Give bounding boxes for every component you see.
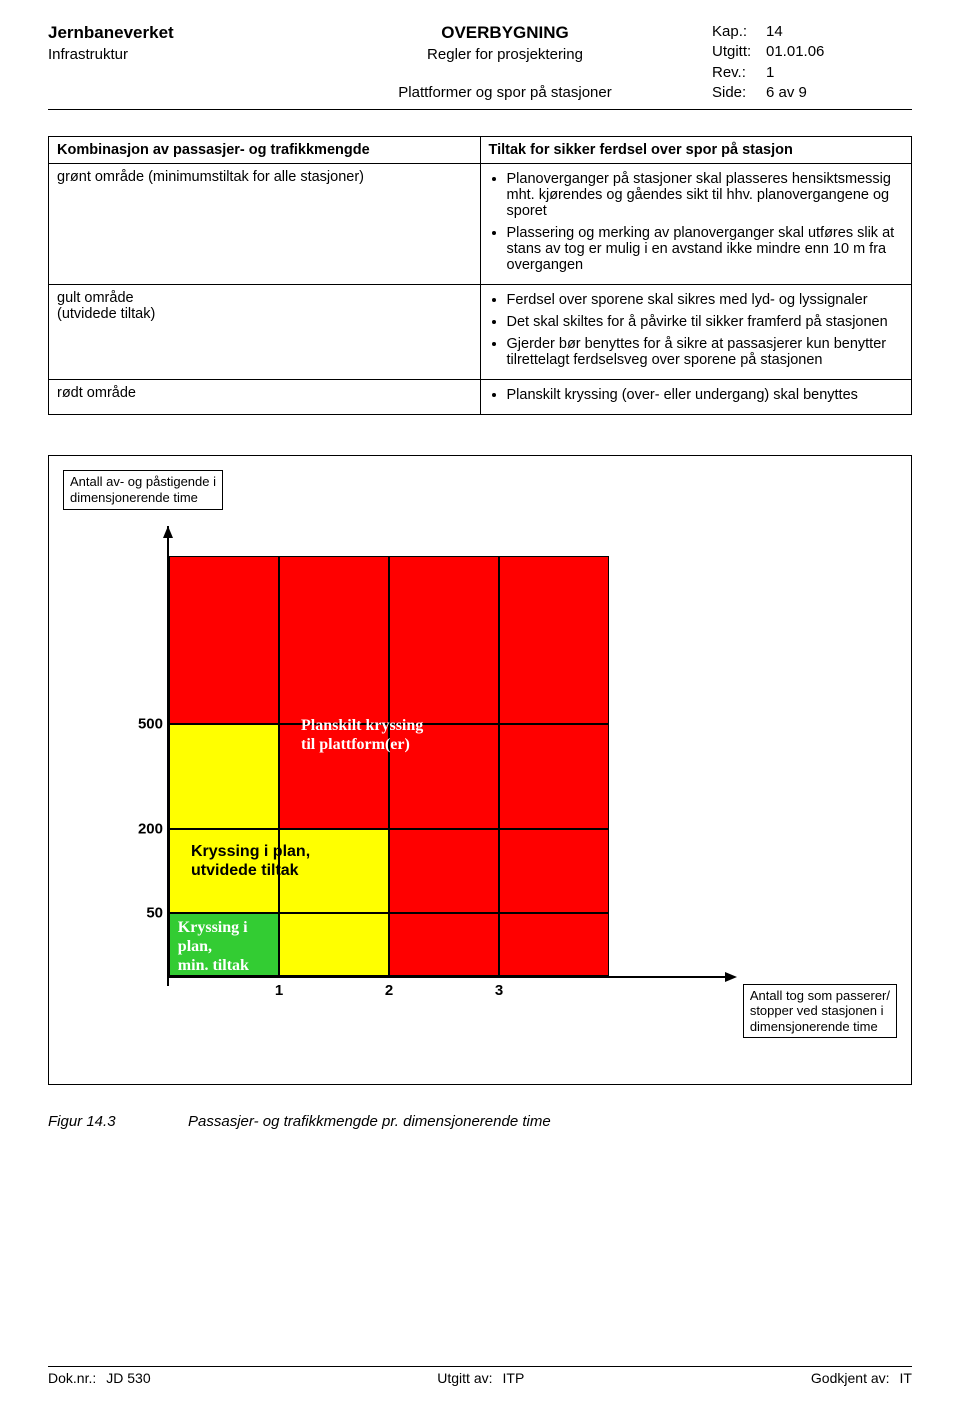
list-item: Gjerder bør benyttes for å sikre at pass…	[507, 336, 904, 368]
chart-ytick: 200	[113, 821, 169, 838]
list-item: Planskilt kryssing (over- eller undergan…	[507, 387, 904, 403]
figure-text: Passasjer- og trafikkmengde pr. dimensjo…	[188, 1113, 551, 1130]
header-rule	[48, 109, 912, 110]
table-row: grønt område (minimumstiltak for alle st…	[49, 164, 912, 285]
table-row: gult område (utvidede tiltak) Ferdsel ov…	[49, 285, 912, 380]
utgitt-value: 01.01.06	[766, 42, 824, 62]
row-label: grønt område (minimumstiltak for alle st…	[49, 164, 481, 285]
tiltak-table: Kombinasjon av passasjer- og trafikkmeng…	[48, 136, 912, 415]
doc-sub: Regler for prosjektering	[355, 45, 655, 65]
doc-title: OVERBYGNING	[355, 22, 655, 45]
godkjent-value: IT	[900, 1370, 912, 1386]
row-label: rødt område	[49, 380, 481, 415]
chart-cell	[279, 913, 389, 976]
chart-cell	[169, 556, 279, 724]
chart-cell	[169, 913, 279, 976]
table-head-left: Kombinasjon av passasjer- og trafikkmeng…	[49, 137, 481, 164]
row-items: Ferdsel over sporene skal sikres med lyd…	[480, 285, 912, 380]
chart-cell	[169, 724, 279, 829]
chart-cell	[499, 556, 609, 724]
chart-cell	[169, 829, 279, 913]
figure-caption: Figur 14.3 Passasjer- og trafikkmengde p…	[48, 1113, 912, 1130]
chart-cell	[279, 829, 389, 913]
futgitt-label: Utgitt av:	[437, 1370, 492, 1386]
page-header: Jernbaneverket Infrastruktur OVERBYGNING…	[48, 22, 912, 107]
doknr-label: Dok.nr.:	[48, 1370, 96, 1386]
futgitt-value: ITP	[503, 1370, 525, 1386]
table-head-right: Tiltak for sikker ferdsel over spor på s…	[480, 137, 912, 164]
row-items: Planskilt kryssing (over- eller undergan…	[480, 380, 912, 415]
chart-cell	[499, 724, 609, 829]
rev-label: Rev.:	[712, 63, 766, 83]
chart-y-title: Antall av- og påstigende i dimensjoneren…	[63, 470, 223, 509]
side-value: 6 av 9	[766, 83, 807, 103]
kap-label: Kap.:	[712, 22, 766, 42]
list-item: Ferdsel over sporene skal sikres med lyd…	[507, 292, 904, 308]
chart-area: 50020050123Planskilt kryssing til plattf…	[169, 556, 609, 976]
page-footer: Dok.nr.: JD 530 Utgitt av: ITP Godkjent av…	[48, 1366, 912, 1386]
godkjent-label: Godkjent av:	[811, 1370, 890, 1386]
chart-cell	[499, 913, 609, 976]
row-items: Planoverganger på stasjoner skal plasser…	[480, 164, 912, 285]
x-axis-arrowhead	[725, 972, 737, 982]
doknr-value: JD 530	[106, 1370, 150, 1386]
chart-cell	[389, 829, 499, 913]
chart-cell	[499, 829, 609, 913]
chart-cell	[279, 556, 389, 724]
chart-ytick: 50	[113, 905, 169, 922]
chart-cell	[389, 913, 499, 976]
org-title: Jernbaneverket	[48, 22, 298, 45]
chart-cell	[389, 556, 499, 724]
chart-xtick: 3	[479, 976, 519, 999]
utgitt-label: Utgitt:	[712, 42, 766, 62]
chart-ytick: 500	[113, 716, 169, 733]
chart-xtick: 1	[259, 976, 299, 999]
x-axis-line	[167, 976, 727, 978]
side-label: Side:	[712, 83, 766, 103]
list-item: Planoverganger på stasjoner skal plasser…	[507, 171, 904, 219]
chart-xtick: 2	[369, 976, 409, 999]
chart-cell	[389, 724, 499, 829]
kap-value: 14	[766, 22, 783, 42]
chart-cell	[279, 724, 389, 829]
table-row: rødt område Planskilt kryssing (over- el…	[49, 380, 912, 415]
rev-value: 1	[766, 63, 774, 83]
list-item: Plassering og merking av planoverganger …	[507, 225, 904, 273]
row-label: gult område (utvidede tiltak)	[49, 285, 481, 380]
figure-number: Figur 14.3	[48, 1113, 188, 1130]
org-sub: Infrastruktur	[48, 45, 298, 65]
chart-x-title: Antall tog som passerer/ stopper ved sta…	[743, 984, 897, 1039]
chart-frame: Antall av- og påstigende i dimensjoneren…	[48, 455, 912, 1085]
doc-sub2: Plattformer og spor på stasjoner	[355, 83, 655, 103]
y-axis-arrowhead	[163, 526, 173, 538]
list-item: Det skal skiltes for å påvirke til sikke…	[507, 314, 904, 330]
